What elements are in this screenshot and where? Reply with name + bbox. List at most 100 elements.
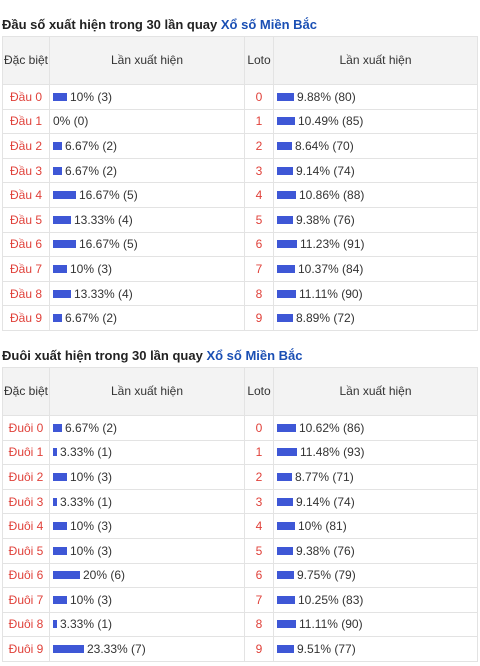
loto-number: 2 [244, 133, 274, 159]
loto-count-bar [277, 117, 295, 126]
special-count-cell: 10% (3) [49, 464, 245, 490]
special-count-value: 3.33% (1) [60, 494, 113, 509]
tail-title-text: Đuôi xuất hiện trong 30 lần quay [2, 347, 203, 363]
special-count-value: 6.67% (2) [65, 138, 118, 153]
loto-count-value: 10.49% (85) [298, 114, 364, 129]
special-count-value: 13.33% (4) [74, 286, 133, 301]
loto-count-cell: 9.51% (77) [273, 636, 478, 662]
special-count-cell: 6.67% (2) [49, 157, 245, 184]
special-count-cell: 10% (3) [49, 537, 245, 564]
loto-count-cell: 8.89% (72) [273, 305, 478, 331]
special-count-bar [53, 191, 76, 200]
tail-stats-table: Đặc biệt Lần xuất hiện Loto Lần xuất hiệ… [2, 366, 478, 662]
loto-number: 8 [244, 611, 274, 638]
row-label: Đầu 0 [2, 84, 50, 110]
special-count-cell: 6.67% (2) [49, 133, 245, 159]
head-title-link[interactable]: Xổ số Miền Bắc [220, 17, 317, 32]
header-loto: Loto [244, 366, 274, 416]
loto-number: 6 [244, 562, 274, 589]
table-row: Đuôi 8 3.33% (1) 8 11.11% (90) [2, 611, 478, 638]
loto-count-bar [277, 423, 296, 432]
special-count-value: 6.67% (2) [65, 163, 118, 178]
tail-title-link[interactable]: Xổ số Miền Bắc [206, 347, 303, 363]
loto-count-cell: 9.38% (76) [273, 206, 478, 233]
table-row: Đầu 5 13.33% (4) 5 9.38% (76) [2, 206, 478, 233]
loto-count-value: 10% (81) [298, 519, 347, 534]
special-count-bar [53, 546, 67, 555]
loto-count-cell: 9.88% (80) [273, 84, 478, 110]
loto-number: 6 [244, 231, 274, 258]
loto-number: 5 [244, 537, 274, 564]
special-count-value: 10% (3) [70, 89, 113, 104]
loto-count-bar [277, 289, 296, 298]
head-section-title: Đầu số xuất hiện trong 30 lần quay Xổ số… [0, 14, 480, 36]
table-row: Đầu 2 6.67% (2) 2 8.64% (70) [2, 133, 478, 159]
special-count-bar [53, 595, 67, 604]
loto-count-bar [277, 215, 293, 224]
loto-count-value: 10.62% (86) [299, 420, 365, 435]
table-row: Đầu 3 6.67% (2) 3 9.14% (74) [2, 157, 478, 184]
special-count-bar [53, 264, 67, 273]
loto-count-cell: 8.77% (71) [273, 464, 478, 490]
loto-count-value: 9.75% (79) [297, 568, 356, 583]
header-special-count: Lần xuất hiện [49, 36, 245, 85]
loto-count-cell: 10% (81) [273, 513, 478, 539]
special-count-cell: 23.33% (7) [49, 636, 245, 662]
loto-number: 5 [244, 206, 274, 233]
row-label: Đầu 6 [2, 231, 50, 258]
loto-count-bar [277, 166, 293, 175]
special-count-cell: 3.33% (1) [49, 488, 245, 515]
loto-count-value: 10.25% (83) [298, 592, 364, 607]
loto-count-value: 11.11% (90) [299, 286, 363, 301]
loto-count-cell: 10.25% (83) [273, 587, 478, 613]
row-label: Đuôi 6 [2, 562, 50, 589]
loto-number: 7 [244, 587, 274, 613]
row-label: Đuôi 2 [2, 464, 50, 490]
special-count-value: 10% (3) [70, 261, 113, 276]
loto-count-value: 9.88% (80) [297, 89, 356, 104]
loto-count-cell: 8.64% (70) [273, 133, 478, 159]
loto-count-value: 8.64% (70) [295, 138, 354, 153]
head-table-header-row: Đặc biệt Lần xuất hiện Loto Lần xuất hiệ… [2, 36, 478, 85]
row-label: Đầu 3 [2, 157, 50, 184]
special-count-cell: 10% (3) [49, 513, 245, 539]
loto-count-cell: 10.37% (84) [273, 256, 478, 282]
row-label: Đuôi 5 [2, 537, 50, 564]
loto-count-bar [277, 141, 292, 150]
header-special-count: Lần xuất hiện [49, 366, 245, 416]
loto-count-value: 9.38% (76) [296, 212, 355, 227]
special-count-bar [53, 141, 62, 150]
loto-count-cell: 9.14% (74) [273, 488, 478, 515]
table-row: Đuôi 1 3.33% (1) 1 11.48% (93) [2, 439, 478, 466]
table-row: Đuôi 3 3.33% (1) 3 9.14% (74) [2, 488, 478, 515]
special-count-value: 20% (6) [83, 568, 126, 583]
special-count-value: 16.67% (5) [79, 188, 138, 203]
table-row: Đuôi 9 23.33% (7) 9 9.51% (77) [2, 636, 478, 662]
special-count-cell: 13.33% (4) [49, 206, 245, 233]
head-stats-table: Đặc biệt Lần xuất hiện Loto Lần xuất hiệ… [2, 36, 478, 331]
table-row: Đầu 7 10% (3) 7 10.37% (84) [2, 256, 478, 282]
table-row: Đầu 0 10% (3) 0 9.88% (80) [2, 84, 478, 110]
special-count-value: 13.33% (4) [74, 212, 133, 227]
row-label: Đầu 7 [2, 256, 50, 282]
loto-count-value: 11.23% (91) [300, 237, 365, 252]
loto-count-bar [277, 240, 297, 249]
loto-count-bar [277, 497, 293, 506]
row-label: Đuôi 1 [2, 439, 50, 466]
header-loto: Loto [244, 36, 274, 85]
special-count-value: 6.67% (2) [65, 311, 118, 326]
special-count-cell: 3.33% (1) [49, 611, 245, 638]
special-count-bar [53, 240, 76, 249]
loto-number: 8 [244, 280, 274, 307]
tail-table-header-row: Đặc biệt Lần xuất hiện Loto Lần xuất hiệ… [2, 366, 478, 416]
special-count-value: 16.67% (5) [79, 237, 138, 252]
special-count-value: 3.33% (1) [60, 445, 113, 460]
loto-count-cell: 11.11% (90) [273, 280, 478, 307]
row-label: Đầu 1 [2, 108, 50, 135]
special-count-value: 10% (3) [70, 592, 113, 607]
loto-count-value: 11.11% (90) [299, 617, 363, 632]
loto-number: 4 [244, 182, 274, 208]
special-count-cell: 3.33% (1) [49, 439, 245, 466]
loto-count-cell: 9.38% (76) [273, 537, 478, 564]
loto-number: 2 [244, 464, 274, 490]
